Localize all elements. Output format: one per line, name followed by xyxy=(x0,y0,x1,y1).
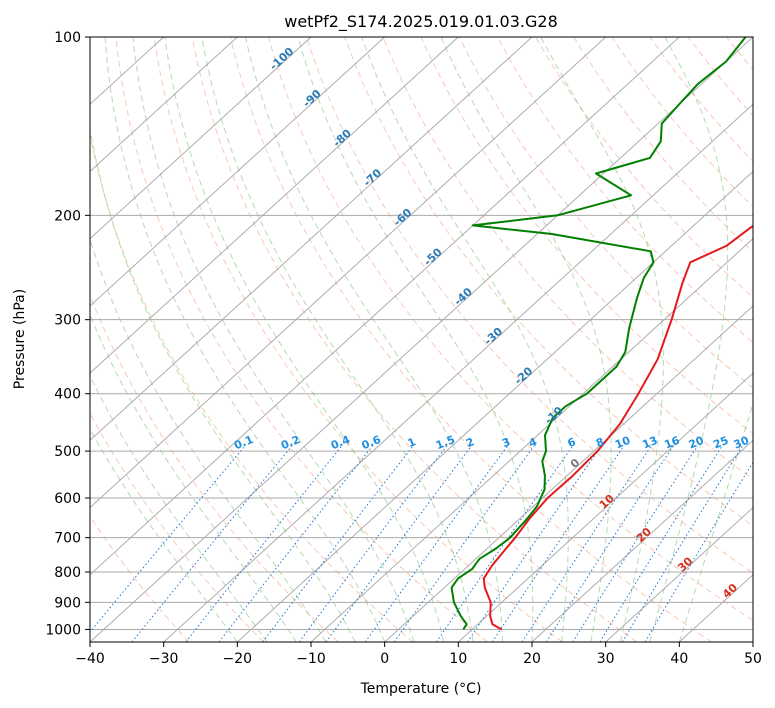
isotherm-line xyxy=(90,37,680,576)
mixing-ratio-line xyxy=(599,445,723,642)
mixing-ratio-value-label: 3 xyxy=(500,435,512,450)
mixing-ratio-line xyxy=(621,445,744,642)
temperature-profile-line xyxy=(482,225,753,631)
mixing-ratio-value-label: 1 xyxy=(406,435,418,450)
isotherm-line xyxy=(236,170,753,642)
dry-adiabat-line xyxy=(115,37,488,642)
moist-adiabat-line xyxy=(90,374,268,642)
moist-adiabat-line xyxy=(104,37,386,642)
mixing-ratio-line xyxy=(298,445,448,642)
dry-adiabat-line xyxy=(382,37,753,481)
isotherm-line xyxy=(605,506,753,642)
isotherm-line xyxy=(90,37,607,509)
mixing-ratio-line xyxy=(90,445,246,633)
x-tick-label: 30 xyxy=(597,651,615,667)
y-tick-label: 600 xyxy=(54,491,81,507)
isotherm-line xyxy=(90,37,459,374)
y-tick-label: 500 xyxy=(54,444,81,460)
mixing-ratio-value-label: 20 xyxy=(687,434,706,452)
mixing-ratio-value-label: 30 xyxy=(732,434,751,452)
isotherm-line xyxy=(90,37,312,240)
y-tick-label: 900 xyxy=(54,595,81,611)
mixing-ratio-line xyxy=(185,445,343,642)
moist-adiabat-line xyxy=(90,313,297,642)
x-tick-label: −40 xyxy=(75,651,105,667)
x-axis-label: Temperature (°C) xyxy=(360,681,482,697)
mixing-ratio-line xyxy=(644,461,753,642)
mixing-ratio-line xyxy=(262,445,414,642)
y-tick-label: 200 xyxy=(54,208,81,224)
mixing-ratio-line xyxy=(572,445,699,642)
y-tick-label: 700 xyxy=(54,531,81,547)
mixing-ratio-line xyxy=(491,445,625,642)
background-lines xyxy=(90,37,753,642)
mixing-ratio-value-label: 13 xyxy=(640,434,659,452)
moist-adiabat-line xyxy=(245,37,503,642)
dry-adiabat-line xyxy=(306,37,753,574)
y-tick-label: 100 xyxy=(54,30,81,46)
isotherm-line xyxy=(531,439,753,642)
y-tick-label: 800 xyxy=(54,565,81,581)
mixing-ratio-line xyxy=(467,445,602,642)
mixing-ratio-line xyxy=(435,445,574,642)
dry-adiabat-line xyxy=(153,37,563,642)
moist-adiabat-line xyxy=(90,125,356,642)
moist-adiabat-line xyxy=(164,37,445,642)
chart-title: wetPf2_S174.2025.019.01.03.G28 xyxy=(284,12,558,32)
x-tick-label: 40 xyxy=(670,651,688,667)
isotherm-line xyxy=(163,103,753,642)
mixing-ratio-value-label: 25 xyxy=(711,434,730,452)
y-tick-label: 400 xyxy=(54,387,81,403)
y-axis-label: Pressure (hPa) xyxy=(12,289,28,389)
isotherm-line xyxy=(90,37,533,442)
isotherm-line xyxy=(90,37,753,642)
mixing-ratio-value-label: 16 xyxy=(663,434,682,452)
moist-adiabat-line xyxy=(678,401,753,642)
dry-adiabat-line xyxy=(90,131,414,642)
mixing-ratio-line xyxy=(364,445,508,642)
x-tick-label: −30 xyxy=(149,651,179,667)
dry-adiabat-line xyxy=(268,37,753,622)
moist-adiabat-line xyxy=(440,37,612,642)
moist-adiabat-line xyxy=(90,237,327,642)
moist-adiabat-line xyxy=(201,37,474,642)
x-tick-label: 20 xyxy=(523,651,541,667)
plot-frame xyxy=(89,36,754,643)
dry-adiabat-line xyxy=(496,37,753,344)
moist-adiabat-line xyxy=(90,427,238,642)
mixing-ratio-line xyxy=(545,445,674,642)
dry-adiabat-line xyxy=(535,37,753,298)
dry-adiabat-line xyxy=(191,37,638,642)
isotherm-line xyxy=(457,372,753,642)
isotherm-line xyxy=(90,37,386,307)
isotherm-line xyxy=(384,305,753,642)
x-tick-label: −20 xyxy=(223,651,253,667)
x-tick-label: 50 xyxy=(744,651,762,667)
x-tick-label: −10 xyxy=(296,651,326,667)
mixing-ratio-value-label: 2 xyxy=(464,435,476,450)
moist-adiabat-line xyxy=(540,37,664,642)
isotherm-line xyxy=(310,237,753,642)
axis-ticks: −40 −30 −20 −10 0 10 20 30 40 50 100 200 300 400 500 60… xyxy=(45,30,762,667)
mixing-ratio-value-label: 8 xyxy=(594,435,606,450)
mixing-ratio-line xyxy=(218,445,373,642)
moist-adiabat-line xyxy=(297,37,534,642)
moist-adiabat-line xyxy=(649,37,729,642)
moist-adiabat-line xyxy=(361,37,569,642)
dewpoint-profile-line xyxy=(450,37,747,630)
x-tick-label: 10 xyxy=(449,651,467,667)
dry-adiabat-line xyxy=(90,412,264,642)
series-layer xyxy=(450,37,753,631)
y-tick-label: 300 xyxy=(54,313,81,329)
mixing-ratio-value-label: 10 xyxy=(613,434,632,452)
isotherm-line xyxy=(90,37,238,173)
mixing-ratio-line xyxy=(521,445,652,642)
mixing-ratio-line xyxy=(393,445,535,642)
x-tick-label: 0 xyxy=(380,651,389,667)
dry-adiabat-line xyxy=(90,515,190,642)
y-tick-label: 1000 xyxy=(45,622,81,638)
